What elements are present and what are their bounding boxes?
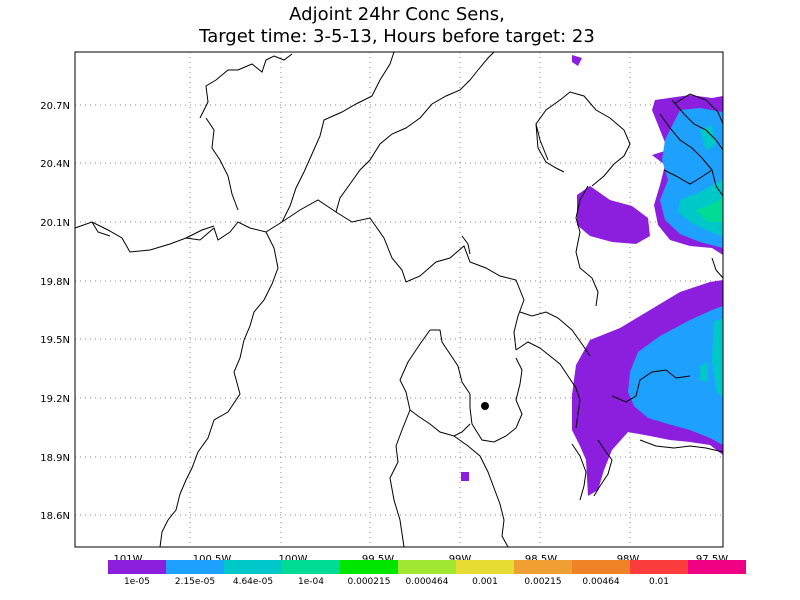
latitude-axis: 20.7N 20.4N 20.1N 19.8N 19.5N 19.2N 18.9… [40, 101, 70, 522]
colorbar-labels: 1e-05 2.15e-05 4.64e-05 1e-04 0.000215 0… [124, 577, 669, 587]
lon-label-2: 100W [279, 554, 308, 565]
colorbar-swatch-1 [166, 560, 224, 574]
lon-label-3: 99.5W [362, 554, 394, 565]
colorbar-swatch-0 [108, 560, 166, 574]
map-title-line1: Adjoint 24hr Conc Sens, [289, 4, 505, 25]
colorbar-label-2: 4.64e-05 [233, 577, 273, 587]
lat-label-3: 19.8N [40, 277, 70, 288]
colorbar-swatch-7 [514, 560, 572, 574]
colorbar-label-0: 1e-05 [124, 577, 150, 587]
lat-label-6: 18.9N [40, 453, 70, 464]
plot-area [74, 51, 724, 548]
lon-label-7: 97.5W [696, 554, 728, 565]
colorbar-label-7: 0.00215 [524, 577, 561, 587]
colorbar-swatch-8 [572, 560, 630, 574]
colorbar-label-6: 0.001 [472, 577, 498, 587]
colorbar-swatches [108, 560, 746, 574]
sensitivity-shading-east [461, 280, 723, 496]
lon-label-5: 98.5W [525, 554, 557, 565]
lat-label-5: 19.2N [40, 394, 70, 405]
lon-label-1: 100.5W [193, 554, 232, 565]
colorbar-swatch-3 [282, 560, 340, 574]
state-boundaries [74, 51, 724, 548]
lat-label-1: 20.4N [40, 159, 70, 170]
colorbar-label-1: 2.15e-05 [175, 577, 215, 587]
colorbar-swatch-5 [398, 560, 456, 574]
longitude-axis: 101W 100.5W 100W 99.5W 99W 98.5W 98W 97.… [114, 554, 729, 565]
colorbar-label-3: 1e-04 [298, 577, 324, 587]
lat-label-0: 20.7N [40, 101, 70, 112]
lat-label-7: 18.6N [40, 511, 70, 522]
colorbar-swatch-6 [456, 560, 514, 574]
colorbar-swatch-9 [630, 560, 688, 574]
lon-label-0: 101W [114, 554, 143, 565]
colorbar-label-8: 0.00464 [582, 577, 619, 587]
sensitivity-shading-northeast [572, 55, 723, 255]
colorbar: 1e-05 2.15e-05 4.64e-05 1e-04 0.000215 0… [108, 560, 746, 587]
lon-label-6: 98W [617, 554, 640, 565]
colorbar-swatch-4 [340, 560, 398, 574]
colorbar-swatch-2 [224, 560, 282, 574]
lat-label-4: 19.5N [40, 335, 70, 346]
lon-label-4: 99W [449, 554, 472, 565]
colorbar-label-9: 0.01 [649, 577, 669, 587]
colorbar-swatch-10 [688, 560, 746, 574]
lat-label-2: 20.1N [40, 218, 70, 229]
map-title-line2: Target time: 3-5-13, Hours before target… [198, 26, 595, 47]
colorbar-label-5: 0.000464 [406, 577, 449, 587]
target-location-marker [481, 402, 489, 410]
colorbar-label-4: 0.000215 [348, 577, 391, 587]
